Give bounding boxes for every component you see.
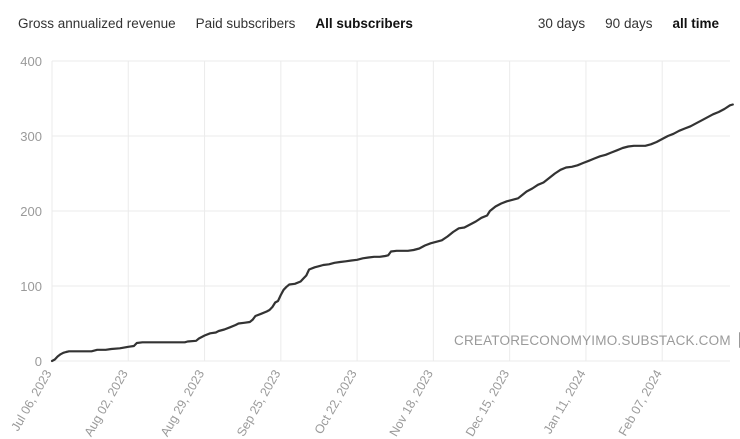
metric-tabs: Gross annualized revenue Paid subscriber… bbox=[18, 16, 413, 31]
x-tick-label: Aug 29, 2023 bbox=[158, 367, 207, 438]
x-tick-label: Dec 15, 2023 bbox=[463, 367, 512, 438]
x-tick-label: Jul 06, 2023 bbox=[8, 367, 54, 433]
y-tick-label: 300 bbox=[20, 129, 42, 144]
x-tick-label: Oct 22, 2023 bbox=[312, 367, 360, 436]
watermark-link[interactable]: CREATORECONOMYIMO.SUBSTACK.COM bbox=[454, 330, 740, 350]
tab-gross-annualized-revenue[interactable]: Gross annualized revenue bbox=[18, 16, 176, 31]
x-axis: Jul 06, 2023 Aug 02, 2023 Aug 29, 2023 Sep … bbox=[8, 367, 664, 438]
top-bar: Gross annualized revenue Paid subscriber… bbox=[0, 0, 740, 50]
series-line-all-subscribers bbox=[50, 103, 734, 363]
tab-paid-subscribers[interactable]: Paid subscribers bbox=[195, 16, 296, 31]
series-layer bbox=[50, 103, 734, 363]
grid-layer bbox=[51, 60, 730, 362]
range-tabs: 30 days 90 days all time bbox=[538, 16, 719, 31]
range-90-days[interactable]: 90 days bbox=[605, 16, 653, 31]
y-tick-label: 0 bbox=[35, 354, 42, 369]
x-tick-label: Aug 02, 2023 bbox=[82, 367, 131, 438]
x-tick-label: Nov 18, 2023 bbox=[387, 367, 436, 438]
y-tick-label: 100 bbox=[20, 279, 42, 294]
tab-all-subscribers[interactable]: All subscribers bbox=[315, 16, 413, 31]
watermark-text: CREATORECONOMYIMO.SUBSTACK.COM bbox=[454, 332, 731, 348]
range-30-days[interactable]: 30 days bbox=[537, 16, 586, 31]
x-tick-label: Feb 07, 2024 bbox=[616, 367, 665, 438]
y-tick-label: 200 bbox=[20, 204, 42, 219]
y-axis: 0 100 200 300 400 bbox=[20, 54, 42, 369]
range-all-time[interactable]: all time bbox=[672, 16, 719, 31]
x-tick-label: Sep 25, 2023 bbox=[234, 367, 283, 438]
x-tick-label: Jan 11, 2024 bbox=[541, 367, 589, 436]
y-tick-label: 400 bbox=[20, 54, 42, 69]
